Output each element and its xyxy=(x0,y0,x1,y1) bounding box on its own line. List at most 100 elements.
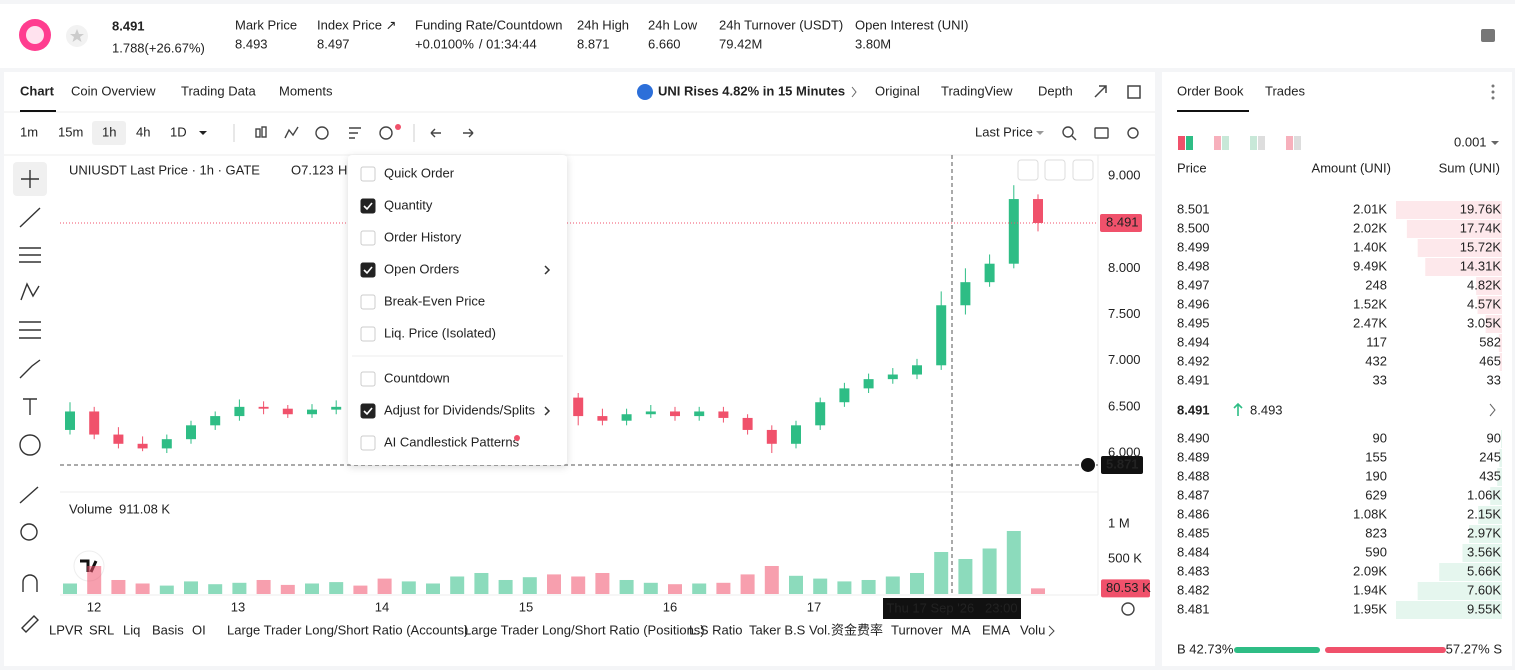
checkbox[interactable] xyxy=(360,262,376,278)
ob-price[interactable]: 8.492 xyxy=(1177,353,1210,368)
ai-alert[interactable]: UNI Rises 4.82% in 15 Minutes xyxy=(658,83,845,98)
redo-icon[interactable] xyxy=(463,128,474,138)
menu-item[interactable]: Liq. Price (Isolated) xyxy=(384,325,496,340)
ob-price[interactable]: 8.485 xyxy=(1177,525,1210,540)
ob-price[interactable]: 8.490 xyxy=(1177,430,1210,445)
settings-icon[interactable] xyxy=(1127,127,1139,139)
candle-icon[interactable] xyxy=(255,128,261,138)
refresh-icon[interactable] xyxy=(315,126,329,140)
indicator[interactable]: SRL xyxy=(89,622,114,637)
interval[interactable]: 4h xyxy=(136,124,150,139)
ob-price[interactable]: 8.495 xyxy=(1177,315,1210,330)
ruler-tool[interactable] xyxy=(19,486,39,504)
tab[interactable]: Moments xyxy=(279,83,333,98)
camera-icon[interactable] xyxy=(1094,127,1109,139)
checkbox[interactable] xyxy=(360,403,376,419)
cursor-tool[interactable] xyxy=(21,170,39,188)
menu-item[interactable]: Order History xyxy=(384,229,462,244)
emoji-tool[interactable] xyxy=(19,434,41,456)
add-alert[interactable] xyxy=(1081,457,1095,472)
brush-tool[interactable] xyxy=(19,359,41,379)
ob-price[interactable]: 8.481 xyxy=(1177,601,1210,616)
reset-button[interactable] xyxy=(1072,159,1094,181)
indicator[interactable]: Liq xyxy=(123,622,140,637)
indicator[interactable]: Turnover xyxy=(891,622,943,637)
menu-item[interactable]: AI Candlestick Patterns xyxy=(384,434,520,449)
indicator[interactable]: 资金费率 xyxy=(831,622,883,637)
view-tab[interactable]: TradingView xyxy=(941,83,1013,98)
dropdown-arrow[interactable] xyxy=(1491,141,1499,145)
view-tab[interactable]: Original xyxy=(875,83,920,98)
undo-icon[interactable] xyxy=(430,128,441,138)
zoom-tool[interactable] xyxy=(20,523,38,541)
pattern-tool[interactable] xyxy=(20,282,40,301)
menu-item[interactable]: Break-Even Price xyxy=(384,293,485,308)
more-icon[interactable] xyxy=(1491,84,1495,100)
indicator[interactable]: Volu xyxy=(1020,622,1045,637)
chart-settings[interactable] xyxy=(1121,602,1135,616)
indicator[interactable]: Large Trader Long/Short Ratio (Positions… xyxy=(464,622,705,637)
menu-item[interactable]: Countdown xyxy=(384,370,450,385)
tab[interactable]: Chart xyxy=(20,83,55,98)
scroll-button[interactable] xyxy=(1017,159,1039,181)
checkbox[interactable] xyxy=(360,166,376,182)
add-icon[interactable] xyxy=(379,126,393,140)
indicator[interactable]: Large Trader Long/Short Ratio (Accounts) xyxy=(227,622,468,637)
ob-price[interactable]: 8.486 xyxy=(1177,506,1210,521)
checkbox[interactable] xyxy=(360,371,376,387)
tab[interactable]: Trading Data xyxy=(181,83,256,98)
ob-price[interactable]: 8.499 xyxy=(1177,239,1210,254)
chevron[interactable] xyxy=(1489,403,1496,417)
precision[interactable]: 0.001 xyxy=(1454,134,1487,149)
indicator-icon[interactable] xyxy=(284,126,299,139)
search-icon[interactable] xyxy=(1062,126,1074,138)
text-tool[interactable] xyxy=(23,398,37,415)
price-type[interactable]: Last Price xyxy=(975,124,1033,139)
ob-price[interactable]: 8.494 xyxy=(1177,334,1210,349)
dropdown-arrow[interactable] xyxy=(199,131,207,135)
indicator[interactable]: Taker B.S Vol. xyxy=(749,622,831,637)
indicator[interactable]: LPVR xyxy=(49,622,83,637)
template-icon[interactable] xyxy=(349,127,361,139)
interval[interactable]: 15m xyxy=(58,124,83,139)
interval[interactable]: 1m xyxy=(20,124,38,139)
window-icon[interactable] xyxy=(1127,85,1141,99)
ob-tab[interactable]: Trades xyxy=(1265,83,1305,98)
checkbox[interactable] xyxy=(360,294,376,310)
ob-price[interactable]: 8.500 xyxy=(1177,220,1210,235)
ob-price[interactable]: 8.498 xyxy=(1177,258,1210,273)
menu-item[interactable]: Quick Order xyxy=(384,165,455,180)
checkbox[interactable] xyxy=(360,198,376,214)
ob-price[interactable]: 8.488 xyxy=(1177,468,1210,483)
ob-price[interactable]: 8.489 xyxy=(1177,449,1210,464)
checkbox[interactable] xyxy=(360,435,376,451)
interval[interactable]: 1D xyxy=(170,124,187,139)
dropdown-arrow[interactable] xyxy=(1036,131,1044,135)
menu-item[interactable]: Open Orders xyxy=(384,261,460,276)
ob-price[interactable]: 8.483 xyxy=(1177,563,1210,578)
collapse-button[interactable] xyxy=(1044,159,1066,181)
pen-tool[interactable] xyxy=(21,615,39,633)
interval[interactable]: 1h xyxy=(102,124,116,139)
checkbox[interactable] xyxy=(360,230,376,246)
ob-price[interactable]: 8.491 xyxy=(1177,372,1210,387)
expand-icon[interactable] xyxy=(1094,85,1107,98)
checkbox[interactable] xyxy=(360,326,376,342)
chevron[interactable] xyxy=(1048,625,1055,637)
ob-price[interactable]: 8.484 xyxy=(1177,544,1210,559)
menu-item[interactable]: Quantity xyxy=(384,197,433,212)
magnet-tool[interactable] xyxy=(22,574,38,592)
ob-price[interactable]: 8.501 xyxy=(1177,201,1210,216)
ob-price[interactable]: 8.496 xyxy=(1177,296,1210,311)
view-tab[interactable]: Depth xyxy=(1038,83,1073,98)
indicator[interactable]: MA xyxy=(951,622,971,637)
tab[interactable]: Coin Overview xyxy=(71,83,156,98)
ob-price[interactable]: 8.497 xyxy=(1177,277,1210,292)
ob-price[interactable]: 8.482 xyxy=(1177,582,1210,597)
ob-tab[interactable]: Order Book xyxy=(1177,83,1244,98)
indicator[interactable]: EMA xyxy=(982,622,1011,637)
fib-tool[interactable] xyxy=(19,321,41,339)
header-icon[interactable] xyxy=(1481,29,1495,42)
menu-item[interactable]: Adjust for Dividends/Splits xyxy=(384,402,536,417)
indicator[interactable]: Basis xyxy=(152,622,184,637)
